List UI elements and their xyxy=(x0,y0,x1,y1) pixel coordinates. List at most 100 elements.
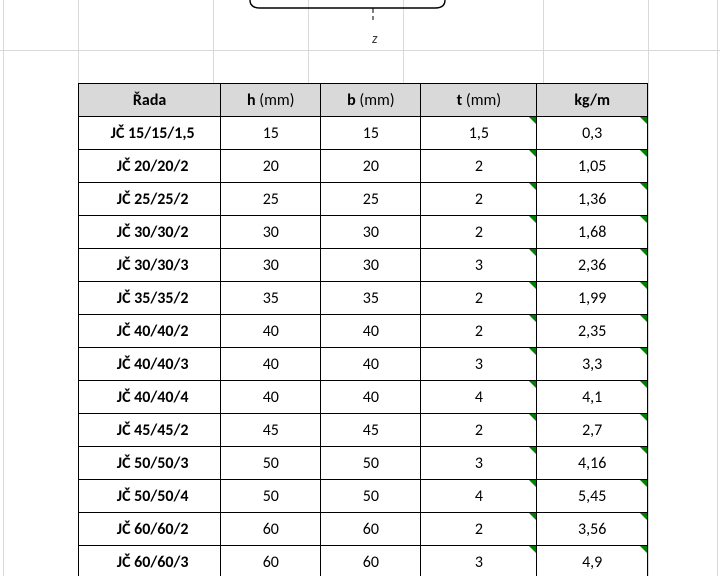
cell-b[interactable]: 50 xyxy=(321,480,421,513)
cell-h[interactable]: 60 xyxy=(221,513,321,546)
cell-h[interactable]: 40 xyxy=(221,315,321,348)
table-row[interactable]: JČ 60/60/2606023,56 xyxy=(79,513,648,546)
col-header-b[interactable]: b (mm) xyxy=(321,84,421,117)
error-indicator-icon[interactable] xyxy=(640,282,647,289)
cell-b[interactable]: 15 xyxy=(321,117,421,150)
error-indicator-icon[interactable] xyxy=(529,150,536,157)
error-indicator-icon[interactable] xyxy=(640,315,647,322)
cell-b[interactable]: 25 xyxy=(321,183,421,216)
cell-name[interactable]: JČ 50/50/3 xyxy=(79,447,221,480)
cell-name[interactable]: JČ 60/60/2 xyxy=(79,513,221,546)
cell-name[interactable]: JČ 35/35/2 xyxy=(79,282,221,315)
cell-b[interactable]: 40 xyxy=(321,315,421,348)
cell-kgm[interactable]: 4,16 xyxy=(537,447,648,480)
error-indicator-icon[interactable] xyxy=(529,249,536,256)
error-indicator-icon[interactable] xyxy=(640,150,647,157)
error-indicator-icon[interactable] xyxy=(529,183,536,190)
cell-kgm[interactable]: 2,35 xyxy=(537,315,648,348)
table-row[interactable]: JČ 35/35/2353521,99 xyxy=(79,282,648,315)
cell-t[interactable]: 1,5 xyxy=(421,117,537,150)
col-header-t[interactable]: t (mm) xyxy=(421,84,537,117)
cell-b[interactable]: 30 xyxy=(321,249,421,282)
table-row[interactable]: JČ 50/50/4505045,45 xyxy=(79,480,648,513)
cell-name[interactable]: JČ 60/60/3 xyxy=(79,546,221,576)
table-row[interactable]: JČ 45/45/2454522,7 xyxy=(79,414,648,447)
error-indicator-icon[interactable] xyxy=(640,546,647,553)
cell-h[interactable]: 30 xyxy=(221,216,321,249)
error-indicator-icon[interactable] xyxy=(529,447,536,454)
error-indicator-icon[interactable] xyxy=(640,381,647,388)
error-indicator-icon[interactable] xyxy=(640,480,647,487)
cell-kgm[interactable]: 4,1 xyxy=(537,381,648,414)
table-row[interactable]: JČ 40/40/2404022,35 xyxy=(79,315,648,348)
cell-b[interactable]: 40 xyxy=(321,381,421,414)
cell-h[interactable]: 15 xyxy=(221,117,321,150)
cell-name[interactable]: JČ 30/30/2 xyxy=(79,216,221,249)
cell-h[interactable]: 50 xyxy=(221,447,321,480)
cell-name[interactable]: JČ 40/40/2 xyxy=(79,315,221,348)
error-indicator-icon[interactable] xyxy=(529,381,536,388)
cell-b[interactable]: 40 xyxy=(321,348,421,381)
cell-h[interactable]: 20 xyxy=(221,150,321,183)
error-indicator-icon[interactable] xyxy=(640,183,647,190)
cell-t[interactable]: 2 xyxy=(421,183,537,216)
cell-h[interactable]: 25 xyxy=(221,183,321,216)
table-row[interactable]: JČ 60/60/3606034,9 xyxy=(79,546,648,576)
cell-name[interactable]: JČ 40/40/4 xyxy=(79,381,221,414)
cell-kgm[interactable]: 1,68 xyxy=(537,216,648,249)
cell-name[interactable]: JČ 25/25/2 xyxy=(79,183,221,216)
error-indicator-icon[interactable] xyxy=(529,348,536,355)
cell-t[interactable]: 2 xyxy=(421,150,537,183)
cell-t[interactable]: 3 xyxy=(421,447,537,480)
cell-kgm[interactable]: 3,3 xyxy=(537,348,648,381)
cell-h[interactable]: 50 xyxy=(221,480,321,513)
table-row[interactable]: JČ 40/40/3404033,3 xyxy=(79,348,648,381)
cell-kgm[interactable]: 1,05 xyxy=(537,150,648,183)
error-indicator-icon[interactable] xyxy=(640,414,647,421)
error-indicator-icon[interactable] xyxy=(529,414,536,421)
cell-kgm[interactable]: 3,56 xyxy=(537,513,648,546)
error-indicator-icon[interactable] xyxy=(529,282,536,289)
cell-name[interactable]: JČ 50/50/4 xyxy=(79,480,221,513)
col-header-kgm[interactable]: kg/m xyxy=(537,84,648,117)
col-header-h[interactable]: h (mm) xyxy=(221,84,321,117)
cell-t[interactable]: 2 xyxy=(421,315,537,348)
cell-t[interactable]: 4 xyxy=(421,381,537,414)
cell-h[interactable]: 35 xyxy=(221,282,321,315)
cell-kgm[interactable]: 0,3 xyxy=(537,117,648,150)
error-indicator-icon[interactable] xyxy=(529,315,536,322)
cell-name[interactable]: JČ 20/20/2 xyxy=(79,150,221,183)
cell-kgm[interactable]: 5,45 xyxy=(537,480,648,513)
cell-t[interactable]: 3 xyxy=(421,348,537,381)
cell-t[interactable]: 3 xyxy=(421,546,537,576)
table-row[interactable]: JČ 25/25/2252521,36 xyxy=(79,183,648,216)
cell-kgm[interactable]: 4,9 xyxy=(537,546,648,576)
error-indicator-icon[interactable] xyxy=(640,249,647,256)
cell-name[interactable]: JČ 30/30/3 xyxy=(79,249,221,282)
cell-t[interactable]: 4 xyxy=(421,480,537,513)
cell-t[interactable]: 2 xyxy=(421,216,537,249)
error-indicator-icon[interactable] xyxy=(640,447,647,454)
cell-t[interactable]: 2 xyxy=(421,513,537,546)
error-indicator-icon[interactable] xyxy=(640,216,647,223)
cell-b[interactable]: 45 xyxy=(321,414,421,447)
error-indicator-icon[interactable] xyxy=(640,513,647,520)
cell-b[interactable]: 50 xyxy=(321,447,421,480)
error-indicator-icon[interactable] xyxy=(529,546,536,553)
cell-b[interactable]: 60 xyxy=(321,513,421,546)
cell-name[interactable]: JČ 15/15/1,5 xyxy=(79,117,221,150)
cell-b[interactable]: 20 xyxy=(321,150,421,183)
error-indicator-icon[interactable] xyxy=(640,348,647,355)
cell-h[interactable]: 30 xyxy=(221,249,321,282)
table-row[interactable]: JČ 20/20/2202021,05 xyxy=(79,150,648,183)
table-row[interactable]: JČ 50/50/3505034,16 xyxy=(79,447,648,480)
cell-name[interactable]: JČ 45/45/2 xyxy=(79,414,221,447)
cell-t[interactable]: 2 xyxy=(421,282,537,315)
col-header-rada[interactable]: Řada xyxy=(79,84,221,117)
table-row[interactable]: JČ 40/40/4404044,1 xyxy=(79,381,648,414)
error-indicator-icon[interactable] xyxy=(640,117,647,124)
cell-t[interactable]: 2 xyxy=(421,414,537,447)
cell-b[interactable]: 30 xyxy=(321,216,421,249)
error-indicator-icon[interactable] xyxy=(529,513,536,520)
table-row[interactable]: JČ 30/30/3303032,36 xyxy=(79,249,648,282)
